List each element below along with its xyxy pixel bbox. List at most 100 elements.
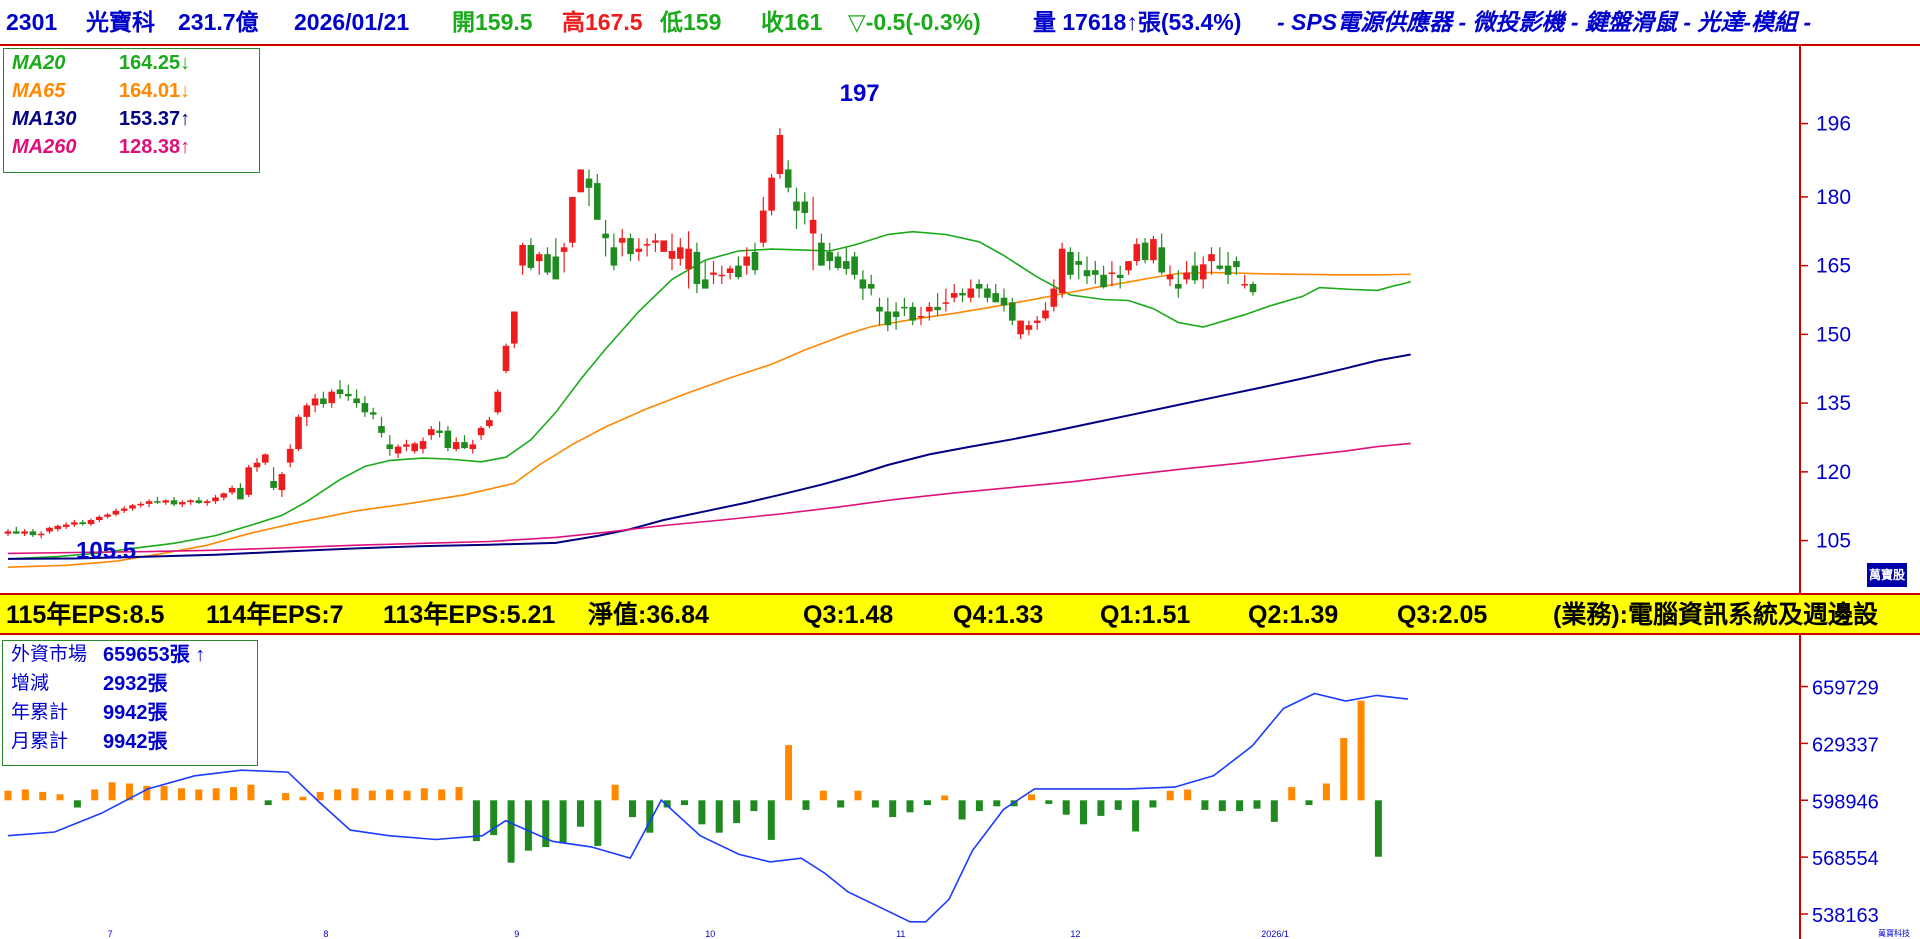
flow-bar — [629, 800, 636, 818]
flow-bar — [559, 800, 567, 844]
candle-body — [21, 531, 28, 534]
candle-body — [1175, 284, 1182, 289]
candle-body — [544, 254, 551, 273]
flow-bar — [1340, 737, 1348, 801]
flow-bar — [1374, 800, 1382, 857]
ma260-line — [7, 442, 1411, 555]
flow-bar — [646, 800, 654, 833]
candle-body — [1199, 264, 1207, 280]
flow-bar — [524, 800, 532, 851]
flow-bar — [1062, 800, 1070, 815]
candle-body — [112, 510, 120, 515]
date-axis-label: 12 — [1070, 929, 1080, 939]
flow-bar — [1305, 800, 1313, 806]
flow-bar — [178, 788, 185, 801]
ma65-label: MA65 — [12, 80, 66, 102]
candle-body — [577, 169, 584, 193]
flow-bar — [125, 783, 133, 801]
flow-bar — [490, 800, 498, 836]
business-desc: (業務):電腦資訊系統及週邊設 — [1553, 601, 1878, 629]
flow-bar — [264, 800, 272, 806]
ma130-label: MA130 — [12, 108, 77, 130]
candle-body — [29, 531, 37, 536]
candle-body — [145, 501, 153, 504]
candle-body — [212, 497, 219, 502]
price-change: ▽-0.5(-0.3%) — [848, 9, 981, 35]
foreign-change-label: 增減 — [11, 673, 50, 694]
flow-bar — [21, 789, 29, 801]
date-axis-label: 9 — [514, 929, 519, 939]
candle-body — [1150, 239, 1157, 261]
candle-body — [1092, 270, 1099, 275]
candle-body — [1009, 302, 1016, 321]
fundamentals-bar: 115年EPS:8.5 114年EPS:7 113年EPS:5.21 淨值:36… — [0, 593, 1920, 635]
flow-bar — [420, 788, 428, 801]
candle-body — [394, 446, 402, 454]
candle-body — [867, 284, 875, 289]
flow-bar — [143, 785, 151, 801]
candle-body — [851, 256, 858, 275]
date-axis-label: 11 — [896, 929, 905, 939]
flow-bar — [247, 784, 255, 801]
close-price: 收161 — [761, 9, 823, 35]
flow-bar — [1114, 800, 1122, 810]
candle-body — [46, 527, 53, 532]
candle-body — [1158, 247, 1165, 273]
candle-body — [1224, 265, 1232, 275]
candle-body — [1233, 261, 1240, 268]
flow-bar — [941, 795, 949, 801]
flow-bar — [1184, 789, 1192, 801]
candle-body — [950, 293, 958, 298]
foreign-holding-line — [7, 692, 1408, 923]
candle-body — [237, 487, 244, 500]
candle-body — [643, 244, 651, 246]
flow-bar — [958, 800, 966, 820]
flow-tick-label: 598946 — [1812, 791, 1879, 813]
candle-body — [569, 196, 576, 243]
price-chart: 105 120 135 150 165 180 196 197 105.5 — [0, 46, 1920, 593]
stock-name: 光寶科 — [86, 9, 155, 35]
flow-bar — [1045, 800, 1053, 804]
candle-body — [826, 251, 833, 262]
candle-body — [892, 311, 900, 317]
candle-body — [361, 403, 369, 413]
flow-bar — [854, 790, 862, 801]
low-price: 低159 — [660, 9, 722, 35]
eps-115: 115年EPS:8.5 — [6, 601, 165, 629]
candle-body — [735, 265, 742, 278]
q3: Q3:2.05 — [1397, 601, 1488, 629]
date-axis-label: 8 — [323, 929, 328, 939]
candle-body — [54, 525, 62, 530]
candle-body — [726, 268, 734, 273]
candle-body — [195, 500, 203, 503]
candle-body — [328, 391, 335, 404]
candle-body — [203, 501, 211, 503]
candle-body — [79, 522, 86, 525]
flow-bar — [351, 788, 359, 801]
candle-body — [87, 520, 95, 525]
ma65-value: 164.01↓ — [119, 80, 191, 102]
candle-body — [228, 487, 236, 493]
candle-body — [286, 448, 294, 463]
candle-body — [760, 210, 767, 243]
foreign-ytd-label: 年累計 — [11, 702, 69, 723]
flow-bar — [39, 791, 47, 801]
candle-body — [303, 405, 311, 417]
candle-body — [1108, 272, 1116, 274]
foreign-ytd-value: 9942張 — [103, 702, 168, 724]
flow-bar — [923, 800, 931, 806]
candle-body — [477, 427, 485, 436]
flow-bar — [681, 800, 688, 806]
flow-bar — [455, 787, 463, 801]
candle-body — [1025, 325, 1033, 330]
foreign-total-value: 659653張 ↑ — [103, 644, 206, 666]
flow-bar — [56, 794, 64, 801]
ma260-label: MA260 — [12, 136, 77, 158]
candle-body — [801, 201, 809, 213]
candle-body — [154, 501, 161, 503]
eps-113: 113年EPS:5.21 — [383, 601, 556, 629]
foreign-legend: 外資市場 659653張 ↑ 增減 2932張 年累計 9942張 月累計 99… — [2, 640, 258, 766]
candle-body — [245, 467, 252, 495]
candle-body — [1083, 270, 1091, 277]
